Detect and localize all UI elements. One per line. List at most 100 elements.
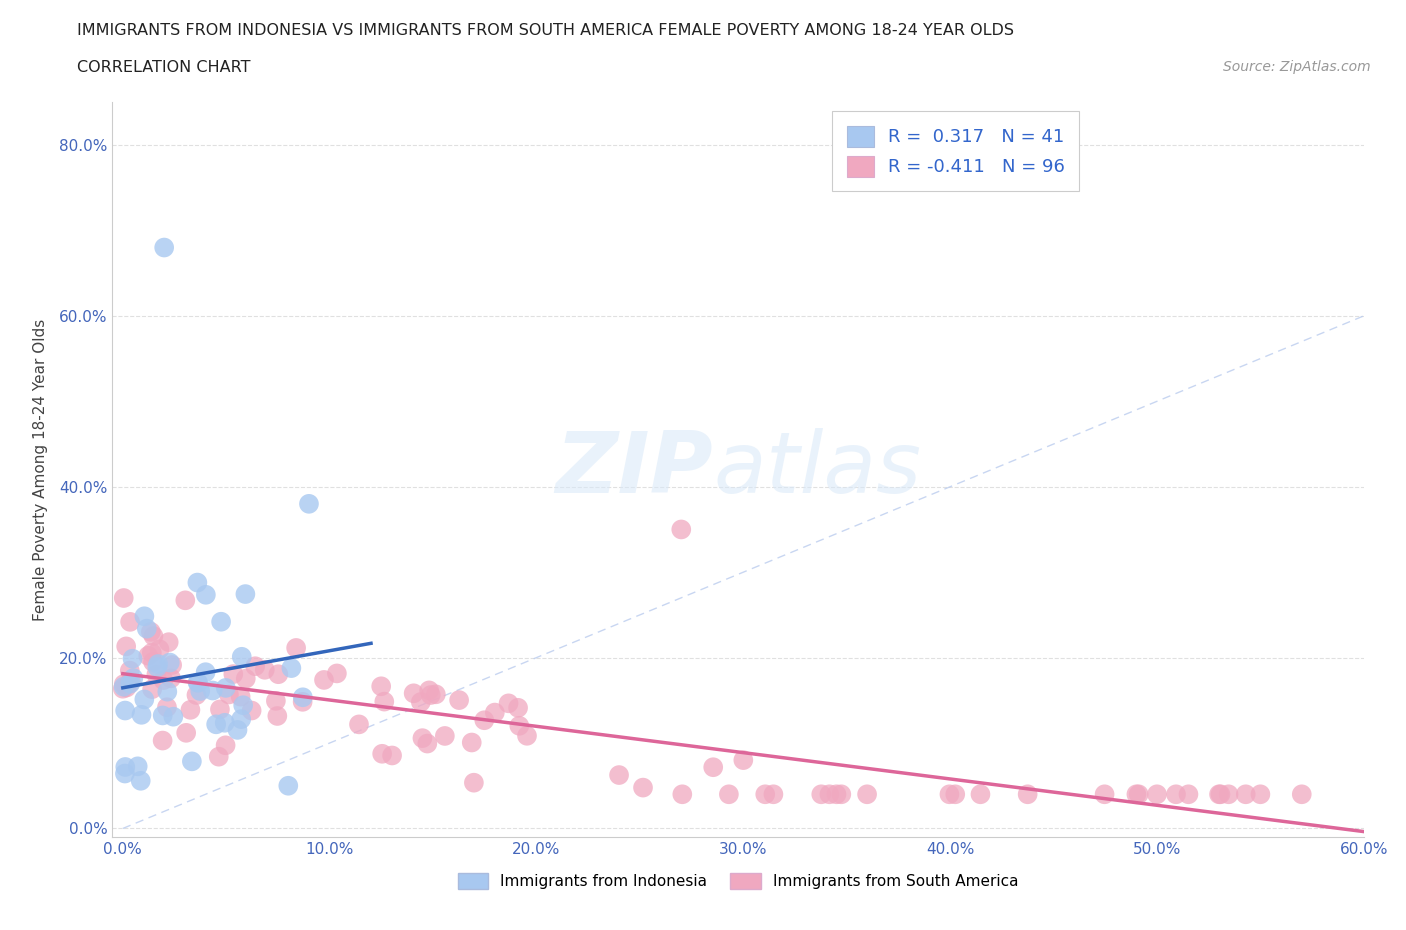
Point xyxy=(607,767,630,782)
Point xyxy=(187,675,209,690)
Point xyxy=(186,575,208,590)
Point xyxy=(134,692,156,707)
Point xyxy=(114,766,136,781)
Point xyxy=(1218,787,1240,802)
Point xyxy=(1291,787,1313,802)
Point xyxy=(1017,787,1039,802)
Point xyxy=(825,787,848,802)
Point xyxy=(115,639,138,654)
Point xyxy=(717,787,740,802)
Point xyxy=(142,629,165,644)
Point xyxy=(285,641,308,656)
Point xyxy=(938,787,960,802)
Point xyxy=(240,703,263,718)
Point xyxy=(671,787,693,802)
Text: CORRELATION CHART: CORRELATION CHART xyxy=(77,60,250,75)
Point xyxy=(208,750,231,764)
Point xyxy=(201,684,224,698)
Point xyxy=(218,687,240,702)
Point xyxy=(157,634,180,649)
Point xyxy=(208,702,231,717)
Point xyxy=(461,735,484,750)
Point xyxy=(194,665,217,680)
Point xyxy=(702,760,724,775)
Point xyxy=(326,666,349,681)
Point xyxy=(1208,787,1230,802)
Point xyxy=(112,679,135,694)
Point xyxy=(463,776,485,790)
Point xyxy=(416,737,439,751)
Point xyxy=(425,687,447,702)
Point xyxy=(810,787,832,802)
Point xyxy=(187,675,209,690)
Point xyxy=(120,674,142,689)
Point xyxy=(312,672,335,687)
Point xyxy=(830,787,852,802)
Point xyxy=(194,588,217,603)
Point xyxy=(373,694,395,709)
Point xyxy=(153,240,176,255)
Point xyxy=(152,672,174,687)
Point xyxy=(235,587,257,602)
Point xyxy=(226,723,249,737)
Text: IMMIGRANTS FROM INDONESIA VS IMMIGRANTS FROM SOUTH AMERICA FEMALE POVERTY AMONG : IMMIGRANTS FROM INDONESIA VS IMMIGRANTS … xyxy=(77,23,1014,38)
Point xyxy=(229,689,252,704)
Point xyxy=(136,648,159,663)
Point xyxy=(114,703,136,718)
Text: atlas: atlas xyxy=(713,428,921,512)
Point xyxy=(160,658,183,672)
Point xyxy=(411,731,433,746)
Point xyxy=(186,687,208,702)
Point xyxy=(179,702,201,717)
Point xyxy=(205,717,228,732)
Point xyxy=(418,683,440,698)
Point xyxy=(419,687,441,702)
Point xyxy=(174,593,197,608)
Point xyxy=(754,787,776,802)
Point xyxy=(174,725,197,740)
Point xyxy=(381,748,404,763)
Y-axis label: Female Poverty Among 18-24 Year Olds: Female Poverty Among 18-24 Year Olds xyxy=(32,318,48,621)
Point xyxy=(498,696,520,711)
Point xyxy=(280,660,302,675)
Point xyxy=(266,709,288,724)
Point xyxy=(402,685,425,700)
Point xyxy=(160,671,183,685)
Point xyxy=(943,787,966,802)
Point xyxy=(118,676,141,691)
Point xyxy=(370,679,392,694)
Point xyxy=(1146,787,1168,802)
Point xyxy=(516,728,538,743)
Point xyxy=(1128,787,1150,802)
Point xyxy=(253,662,276,677)
Point xyxy=(112,591,135,605)
Point xyxy=(145,667,167,682)
Point xyxy=(209,615,232,630)
Point xyxy=(264,694,287,709)
Point xyxy=(231,649,253,664)
Point xyxy=(162,710,184,724)
Point xyxy=(291,695,314,710)
Point xyxy=(146,659,169,674)
Point xyxy=(112,677,135,692)
Point xyxy=(156,684,179,699)
Point xyxy=(409,695,432,710)
Point xyxy=(1234,787,1257,802)
Point xyxy=(152,733,174,748)
Point xyxy=(146,657,169,671)
Point xyxy=(159,655,181,670)
Point xyxy=(129,774,152,789)
Point xyxy=(277,778,299,793)
Point xyxy=(127,759,149,774)
Point xyxy=(121,651,143,666)
Point xyxy=(114,760,136,775)
Point xyxy=(1177,787,1199,802)
Text: Source: ZipAtlas.com: Source: ZipAtlas.com xyxy=(1223,60,1371,74)
Point xyxy=(1249,787,1271,802)
Point xyxy=(484,705,506,720)
Point xyxy=(298,497,321,512)
Point xyxy=(245,658,267,673)
Point xyxy=(222,667,245,682)
Point xyxy=(141,645,163,660)
Point xyxy=(148,642,170,657)
